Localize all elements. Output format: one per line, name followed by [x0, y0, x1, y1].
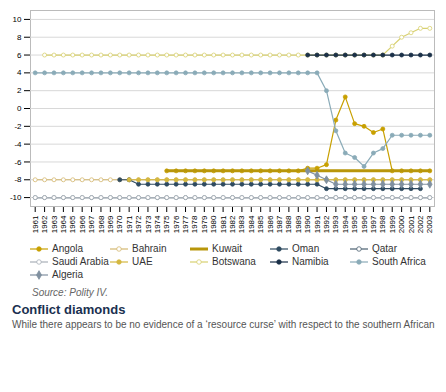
svg-text:-10: -10	[10, 193, 22, 202]
svg-text:1961: 1961	[31, 215, 40, 233]
svg-text:-6: -6	[14, 158, 22, 167]
svg-text:1964: 1964	[59, 215, 68, 233]
svg-text:-8: -8	[14, 175, 22, 184]
svg-text:1997: 1997	[369, 215, 378, 233]
html-text:Conflict diamonds: Conflict diamonds	[12, 302, 126, 317]
svg-text:1962: 1962	[40, 215, 49, 233]
svg-text:0: 0	[17, 104, 22, 113]
html-text:Source: Polity IV.: Source: Polity IV.	[32, 287, 108, 298]
svg-text:2002: 2002	[416, 215, 425, 233]
svg-text:1980: 1980	[209, 215, 218, 233]
svg-text:1963: 1963	[50, 215, 59, 233]
svg-text:1989: 1989	[294, 215, 303, 233]
svg-text:1992: 1992	[322, 215, 331, 233]
svg-text:1975: 1975	[162, 215, 171, 233]
svg-text:1985: 1985	[256, 215, 265, 233]
html-text:Qatar: Qatar	[372, 243, 397, 254]
svg-text:1981: 1981	[219, 215, 228, 233]
svg-text:1995: 1995	[350, 215, 359, 233]
svg-text:2001: 2001	[407, 215, 416, 233]
svg-text:1968: 1968	[97, 215, 106, 233]
svg-text:1986: 1986	[266, 215, 275, 233]
html-text:Kuwait: Kuwait	[212, 243, 242, 254]
svg-text:4: 4	[17, 68, 22, 77]
svg-text:1970: 1970	[115, 215, 124, 233]
html-text:Oman: Oman	[292, 243, 320, 254]
html-text:While there appears to be no e: While there appears to be no evidence of…	[12, 319, 435, 330]
html-text:Algeria: Algeria	[52, 269, 84, 280]
svg-text:2000: 2000	[397, 215, 406, 233]
svg-text:2: 2	[17, 86, 22, 95]
svg-text:1999: 1999	[388, 215, 397, 233]
svg-text:1987: 1987	[275, 215, 284, 233]
svg-text:1973: 1973	[144, 215, 153, 233]
html-text:UAE: UAE	[132, 256, 153, 267]
svg-text:2003: 2003	[425, 215, 434, 233]
svg-text:1982: 1982	[228, 215, 237, 233]
svg-text:6: 6	[17, 51, 22, 60]
svg-text:1967: 1967	[87, 215, 96, 233]
svg-text:1972: 1972	[134, 215, 143, 233]
svg-text:1988: 1988	[284, 215, 293, 233]
html-text:Saudi Arabia: Saudi Arabia	[52, 256, 109, 267]
svg-text:1979: 1979	[200, 215, 209, 233]
svg-text:1969: 1969	[106, 215, 115, 233]
svg-text:1991: 1991	[313, 215, 322, 233]
svg-text:1983: 1983	[237, 215, 246, 233]
svg-text:1978: 1978	[190, 215, 199, 233]
svg-text:1996: 1996	[360, 215, 369, 233]
svg-text:1966: 1966	[78, 215, 87, 233]
html-text:Namibia: Namibia	[292, 256, 329, 267]
svg-text:1990: 1990	[303, 215, 312, 233]
svg-text:8: 8	[17, 33, 22, 42]
svg-text:1994: 1994	[341, 215, 350, 233]
html-text:Angola: Angola	[52, 243, 84, 254]
html-text:South Africa: South Africa	[372, 256, 426, 267]
svg-text:1974: 1974	[153, 215, 162, 233]
svg-text:1965: 1965	[68, 215, 77, 233]
html-text:Botswana: Botswana	[212, 256, 256, 267]
svg-text:-2: -2	[14, 122, 22, 131]
svg-text:-4: -4	[14, 140, 22, 149]
svg-text:1984: 1984	[247, 215, 256, 233]
svg-text:1998: 1998	[378, 215, 387, 233]
svg-text:1976: 1976	[172, 215, 181, 233]
svg-text:1971: 1971	[125, 215, 134, 233]
svg-text:1977: 1977	[181, 215, 190, 233]
svg-text:10: 10	[13, 15, 22, 24]
html-text:Bahrain: Bahrain	[132, 243, 167, 254]
svg-text:1993: 1993	[331, 215, 340, 233]
